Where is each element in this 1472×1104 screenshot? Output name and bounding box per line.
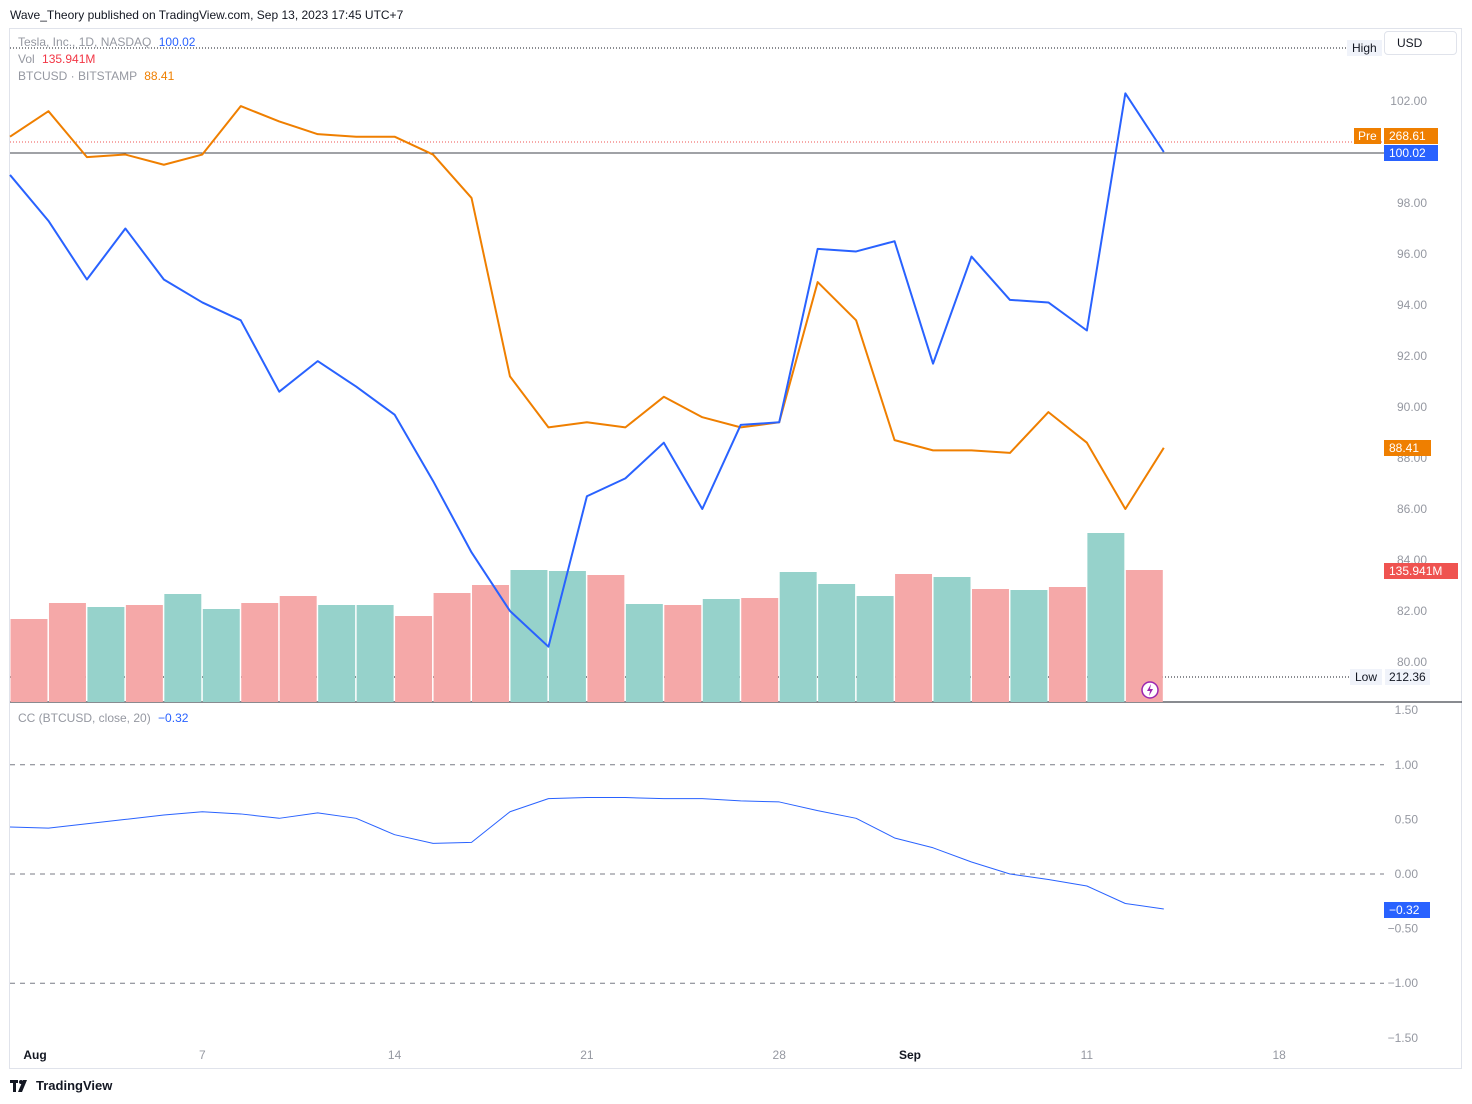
volume-bar bbox=[741, 598, 779, 702]
volume-bar bbox=[895, 574, 933, 702]
chart-container[interactable] bbox=[9, 28, 1462, 1069]
cc-price-tag: −0.32 bbox=[1384, 902, 1430, 918]
last-price-tag: 100.02 bbox=[1384, 145, 1438, 161]
volume-legend[interactable]: Vol 135.941M bbox=[18, 52, 95, 66]
volume-value: 135.941M bbox=[42, 52, 96, 66]
publisher-header: Wave_Theory published on TradingView.com… bbox=[10, 8, 404, 22]
x-axis-tick-label: 7 bbox=[199, 1048, 206, 1062]
x-axis-tick-label: 21 bbox=[580, 1048, 594, 1062]
volume-bar bbox=[48, 603, 86, 702]
cc-y-axis-tick-label: −1.00 bbox=[1388, 976, 1419, 990]
volume-bar bbox=[395, 616, 433, 702]
pre-market-label: Pre bbox=[1354, 128, 1381, 144]
y-axis-tick-label: 92.00 bbox=[1397, 349, 1427, 363]
volume-bar bbox=[472, 585, 509, 702]
cc-y-axis-tick-label: 0.50 bbox=[1395, 812, 1419, 826]
low-label: Low bbox=[1350, 669, 1383, 685]
btc-price-tag: 88.41 bbox=[1384, 440, 1431, 456]
volume-bar bbox=[87, 607, 125, 702]
volume-bar bbox=[125, 605, 163, 702]
x-axis-tick-label: 28 bbox=[773, 1048, 787, 1062]
x-axis-tick-label: 18 bbox=[1273, 1048, 1287, 1062]
btc-legend[interactable]: BTCUSD · BITSTAMP 88.41 bbox=[18, 69, 174, 83]
btc-label: BTCUSD · BITSTAMP bbox=[18, 69, 137, 83]
main-series-legend[interactable]: Tesla, Inc., 1D, NASDAQ 100.02 bbox=[18, 35, 195, 49]
tradingview-brand: TradingView bbox=[36, 1078, 113, 1093]
volume-bar bbox=[933, 577, 971, 702]
y-axis-tick-label: 94.00 bbox=[1397, 298, 1427, 312]
volume-bar bbox=[241, 603, 279, 702]
cc-y-axis-tick-label: −1.50 bbox=[1388, 1031, 1419, 1045]
cc-y-axis-tick-label: 0.00 bbox=[1395, 867, 1419, 881]
volume-bar bbox=[433, 593, 471, 702]
volume-bar bbox=[972, 589, 1009, 702]
cc-indicator-value: −0.32 bbox=[158, 711, 189, 725]
volume-bar bbox=[279, 596, 317, 702]
y-axis-tick-label: 90.00 bbox=[1397, 400, 1427, 414]
x-axis-tick-label: 11 bbox=[1081, 1048, 1094, 1062]
volume-bar bbox=[10, 619, 48, 702]
x-axis-tick-label: 14 bbox=[388, 1048, 402, 1062]
high-tag: High bbox=[1347, 40, 1382, 56]
tesla-price-line bbox=[9, 92, 1165, 648]
volume-bar bbox=[1125, 570, 1163, 702]
volume-bar bbox=[779, 572, 817, 702]
y-axis-tick-label: 80.00 bbox=[1397, 655, 1427, 669]
volume-bar bbox=[318, 605, 356, 702]
volume-bar bbox=[1087, 533, 1125, 702]
volume-bar bbox=[164, 594, 202, 702]
cc-indicator-legend[interactable]: CC (BTCUSD, close, 20) −0.32 bbox=[18, 711, 188, 725]
volume-bar bbox=[818, 584, 856, 702]
volume-bar bbox=[202, 609, 240, 702]
x-axis-tick-label: Sep bbox=[899, 1048, 921, 1062]
volume-bar bbox=[625, 604, 663, 702]
cc-y-axis-tick-label: 1.00 bbox=[1395, 758, 1419, 772]
y-axis-tick-label: 102.00 bbox=[1390, 94, 1427, 108]
low-price-tag: 212.36 bbox=[1385, 669, 1430, 685]
lightning-icon[interactable] bbox=[1141, 681, 1159, 699]
cc-y-axis-tick-label: 1.50 bbox=[1395, 703, 1419, 717]
y-axis-tick-label: 82.00 bbox=[1397, 604, 1427, 618]
currency-button[interactable]: USD bbox=[1384, 31, 1457, 55]
x-axis-tick-label: Aug bbox=[23, 1048, 46, 1062]
volume-bar bbox=[856, 596, 894, 702]
main-series-label: Tesla, Inc., 1D, NASDAQ bbox=[18, 35, 152, 49]
volume-bar bbox=[1010, 590, 1048, 702]
cc-indicator-line bbox=[9, 797, 1164, 910]
y-axis-tick-label: 98.00 bbox=[1397, 196, 1427, 210]
cc-indicator-label: CC (BTCUSD, close, 20) bbox=[18, 711, 151, 725]
main-series-value: 100.02 bbox=[158, 35, 196, 49]
volume-bar bbox=[1048, 587, 1086, 702]
volume-bar bbox=[702, 599, 740, 702]
volume-bar bbox=[510, 570, 548, 702]
tradingview-footer[interactable]: TradingView bbox=[10, 1078, 112, 1093]
pre-market-price-tag: 268.61 bbox=[1384, 128, 1438, 144]
cc-y-axis-tick-label: −0.50 bbox=[1388, 922, 1419, 936]
volume-bar bbox=[587, 575, 625, 702]
y-axis-tick-label: 86.00 bbox=[1397, 502, 1427, 516]
btc-value: 88.41 bbox=[144, 69, 175, 83]
btc-price-line bbox=[9, 105, 1165, 510]
volume-price-tag: 135.941M bbox=[1384, 563, 1458, 579]
volume-bar bbox=[356, 605, 394, 702]
volume-bar bbox=[664, 605, 702, 702]
y-axis-tick-label: 96.00 bbox=[1397, 247, 1427, 261]
volume-bar bbox=[548, 571, 586, 702]
volume-label: Vol bbox=[18, 52, 35, 66]
tradingview-logo-icon bbox=[10, 1079, 27, 1092]
